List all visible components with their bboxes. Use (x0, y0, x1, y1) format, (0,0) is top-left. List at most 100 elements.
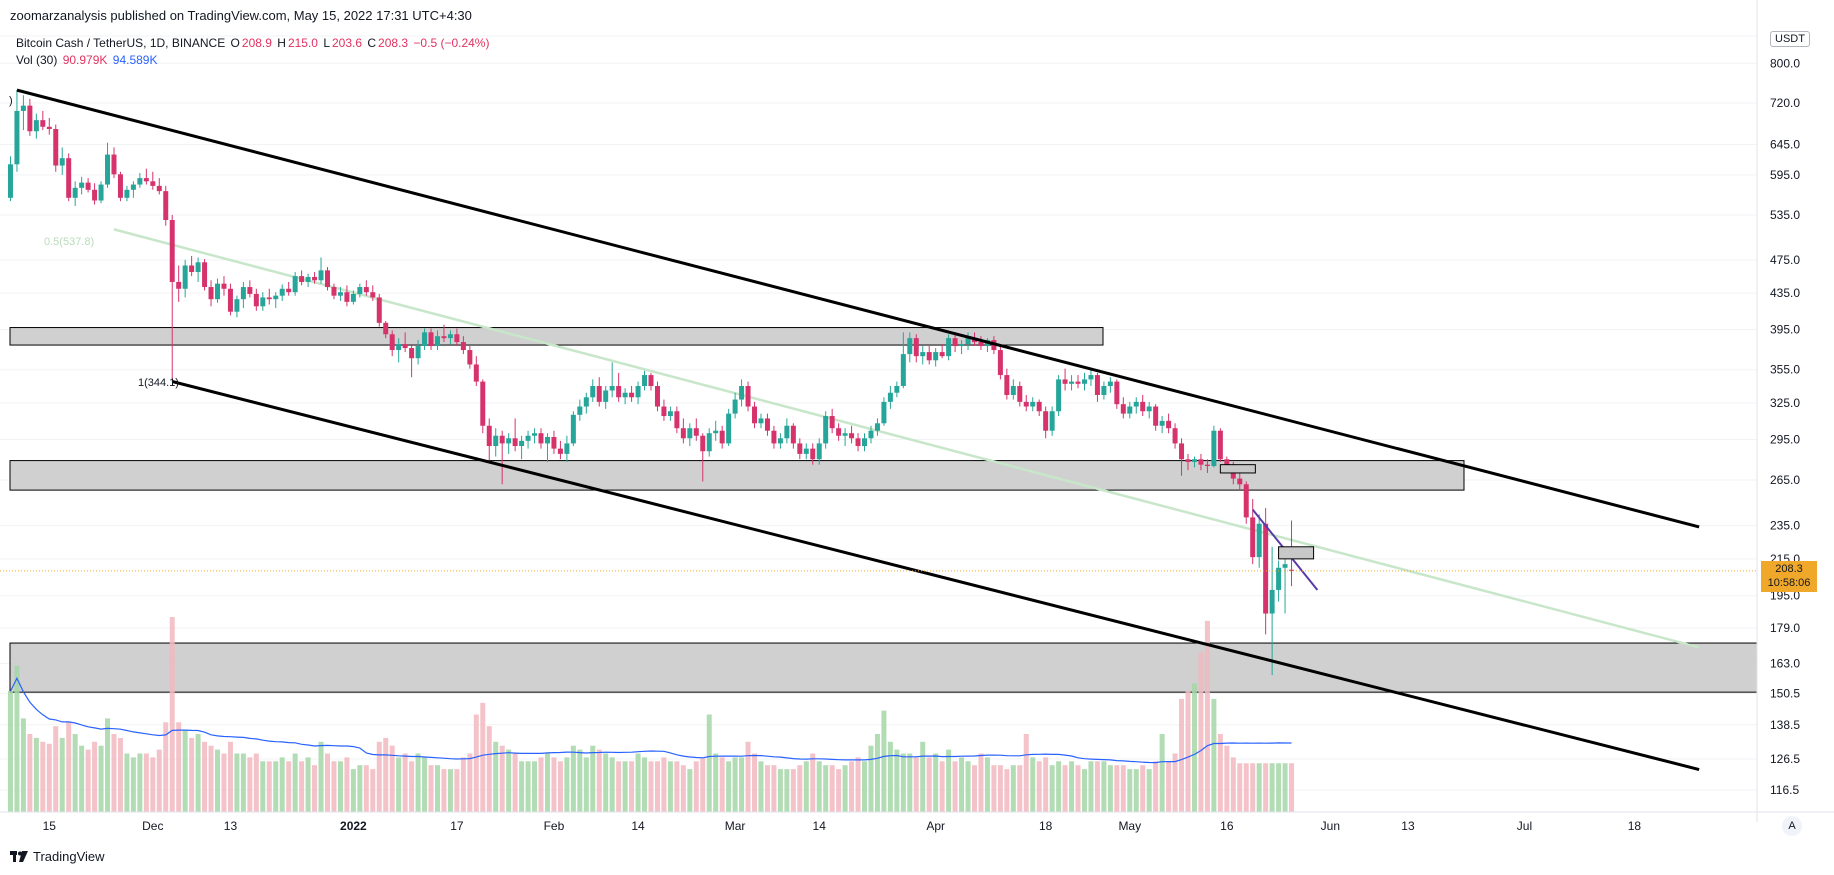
candle (383, 320, 389, 339)
volume-bar (544, 753, 550, 812)
candle (920, 346, 926, 365)
time-tick-label: 16 (1220, 819, 1234, 833)
candle-body (842, 433, 848, 436)
candle-body (350, 293, 356, 302)
candle (143, 168, 149, 185)
candle-body (1250, 517, 1256, 558)
volume-label[interactable]: Vol (30) (16, 53, 58, 67)
candle (900, 332, 906, 389)
candle (33, 113, 39, 139)
candle (234, 295, 240, 318)
candle-body (1159, 420, 1165, 426)
symbol-title[interactable]: Bitcoin Cash / TetherUS, 1D, BINANCE (16, 36, 226, 50)
candle-body (434, 336, 440, 347)
candle (654, 381, 660, 412)
currency-badge[interactable]: USDT (1770, 31, 1810, 47)
candle (357, 283, 363, 298)
volume-bar (1250, 763, 1256, 812)
tradingview-logo-icon (10, 850, 28, 862)
candle-body (862, 438, 868, 447)
volume-moving-average (9, 677, 1292, 764)
volume-bar (654, 761, 660, 812)
volume-bar (616, 761, 622, 812)
volume-bar (629, 761, 635, 812)
time-tick-label: Jun (1321, 819, 1340, 833)
volume-bar (85, 749, 91, 812)
time-tick-label: Mar (725, 819, 746, 833)
candle (402, 332, 408, 353)
volume-bar (227, 741, 233, 812)
fib-top-partial-label: ) (9, 95, 13, 107)
volume-bar (1185, 691, 1191, 812)
candle (150, 171, 156, 190)
candle-body (318, 270, 324, 281)
candle (732, 392, 738, 419)
candle (926, 346, 932, 365)
candle-body (389, 334, 395, 351)
candle (286, 281, 292, 296)
candle-body (98, 184, 104, 201)
candle (997, 346, 1003, 380)
volume-bar (635, 753, 641, 812)
volume-bar (396, 757, 402, 812)
volume-bar (590, 745, 596, 812)
candle-body (997, 350, 1003, 376)
volume-bar (596, 749, 602, 812)
candle (14, 90, 20, 172)
publisher-line: zoomarzanalysis published on TradingView… (10, 8, 472, 23)
candle-body (803, 448, 809, 454)
candle (590, 379, 596, 402)
volume-bar (1289, 763, 1295, 812)
candle (881, 397, 887, 426)
candle (163, 185, 169, 226)
candle-body (907, 338, 913, 355)
candle (1269, 546, 1275, 676)
time-tick-label: Apr (926, 819, 945, 833)
volume-bar (803, 761, 809, 812)
candle-body (66, 158, 72, 198)
volume-bar (622, 761, 628, 812)
candle-body (163, 191, 169, 220)
candle-body (726, 413, 732, 444)
candle-body (1062, 379, 1068, 384)
candle (111, 147, 117, 179)
candle-body (1120, 404, 1126, 414)
volume-bar (855, 757, 861, 812)
candle-body (1191, 459, 1197, 462)
candle-body (376, 297, 382, 323)
candle-body (79, 182, 85, 188)
candle-body (20, 105, 26, 111)
candle (59, 147, 65, 175)
open-value: 208.9 (241, 36, 272, 50)
candle-body (402, 344, 408, 349)
time-tick-label: Dec (142, 819, 163, 833)
volume-bar (40, 741, 46, 812)
candle (325, 267, 330, 291)
volume-bar (434, 765, 440, 812)
volume-bar (499, 745, 505, 812)
price-tick-label: 126.5 (1770, 752, 1800, 766)
candle-body (577, 406, 583, 415)
candle (1172, 423, 1178, 449)
candle-body (959, 344, 965, 347)
candle-body (978, 342, 984, 347)
candle (758, 413, 764, 429)
volume-bar (887, 741, 893, 812)
candle-body (240, 287, 246, 300)
candle-body (758, 418, 764, 424)
volume-bar (823, 765, 829, 812)
candle-body (441, 336, 447, 339)
candle-body (169, 219, 175, 282)
auto-scale-button[interactable]: A (1782, 816, 1802, 836)
candle-body (53, 129, 59, 166)
candle (344, 285, 350, 307)
price-tick-label: 325.0 (1770, 396, 1800, 410)
change-value: −0.5 (−0.24%) (413, 36, 490, 50)
volume-bar (959, 757, 965, 812)
candle-body (1256, 523, 1262, 558)
volume-bar (1159, 734, 1165, 812)
candle-body (519, 440, 525, 447)
volume-bar (27, 734, 33, 812)
candle (92, 183, 98, 205)
